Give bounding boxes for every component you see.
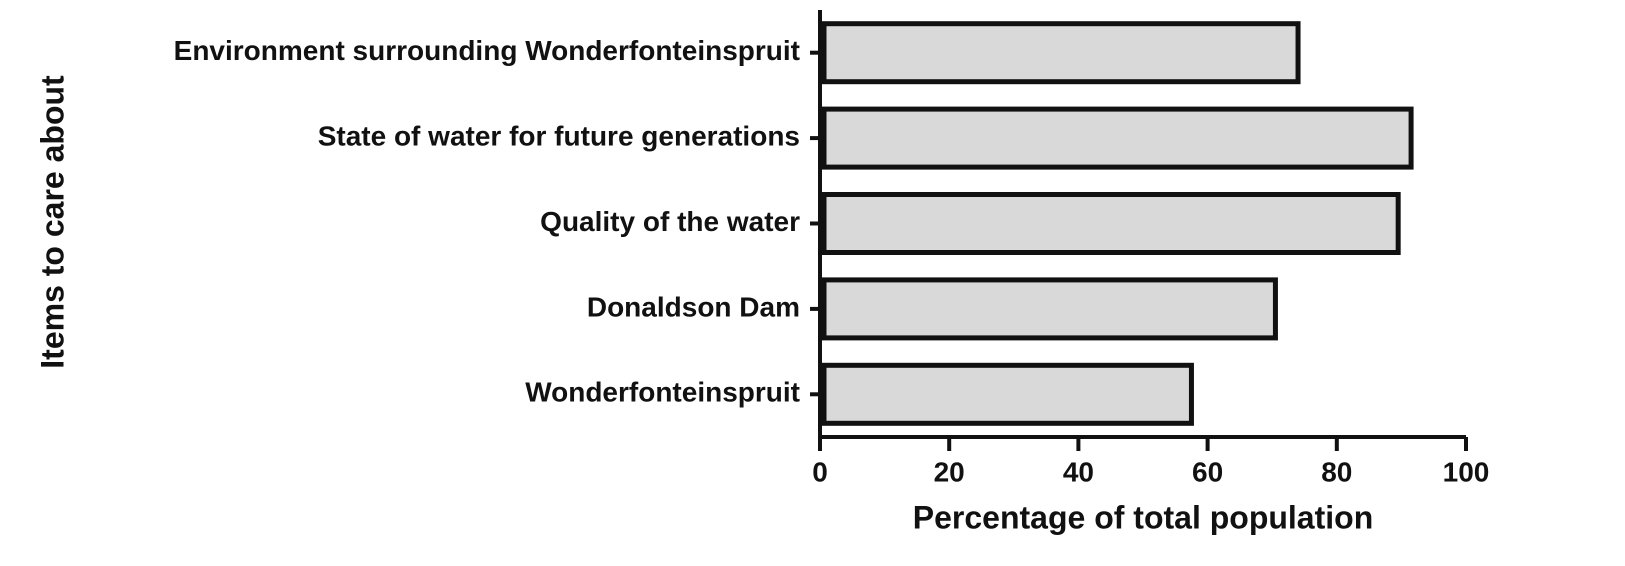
bar <box>821 362 1194 426</box>
x-tick-label: 60 <box>1192 456 1223 487</box>
x-tick-label: 0 <box>812 456 828 487</box>
x-tick-label: 80 <box>1321 456 1352 487</box>
y-tick-label: Donaldson Dam <box>587 291 800 322</box>
y-tick-label: Wonderfonteinspruit <box>525 377 800 408</box>
bar <box>821 21 1301 85</box>
y-tick-label: Environment surrounding Wonderfonteinspr… <box>174 35 800 66</box>
y-axis-title: Items to care about <box>34 75 70 369</box>
x-axis-title: Percentage of total population <box>913 499 1373 535</box>
bar <box>821 277 1278 341</box>
x-tick-label: 20 <box>934 456 965 487</box>
x-tick-label: 40 <box>1063 456 1094 487</box>
y-tick-label: State of water for future generations <box>318 120 800 151</box>
bar <box>821 106 1414 170</box>
bar <box>821 192 1401 255</box>
x-tick-label: 100 <box>1443 456 1490 487</box>
y-tick-label: Quality of the water <box>540 206 800 237</box>
